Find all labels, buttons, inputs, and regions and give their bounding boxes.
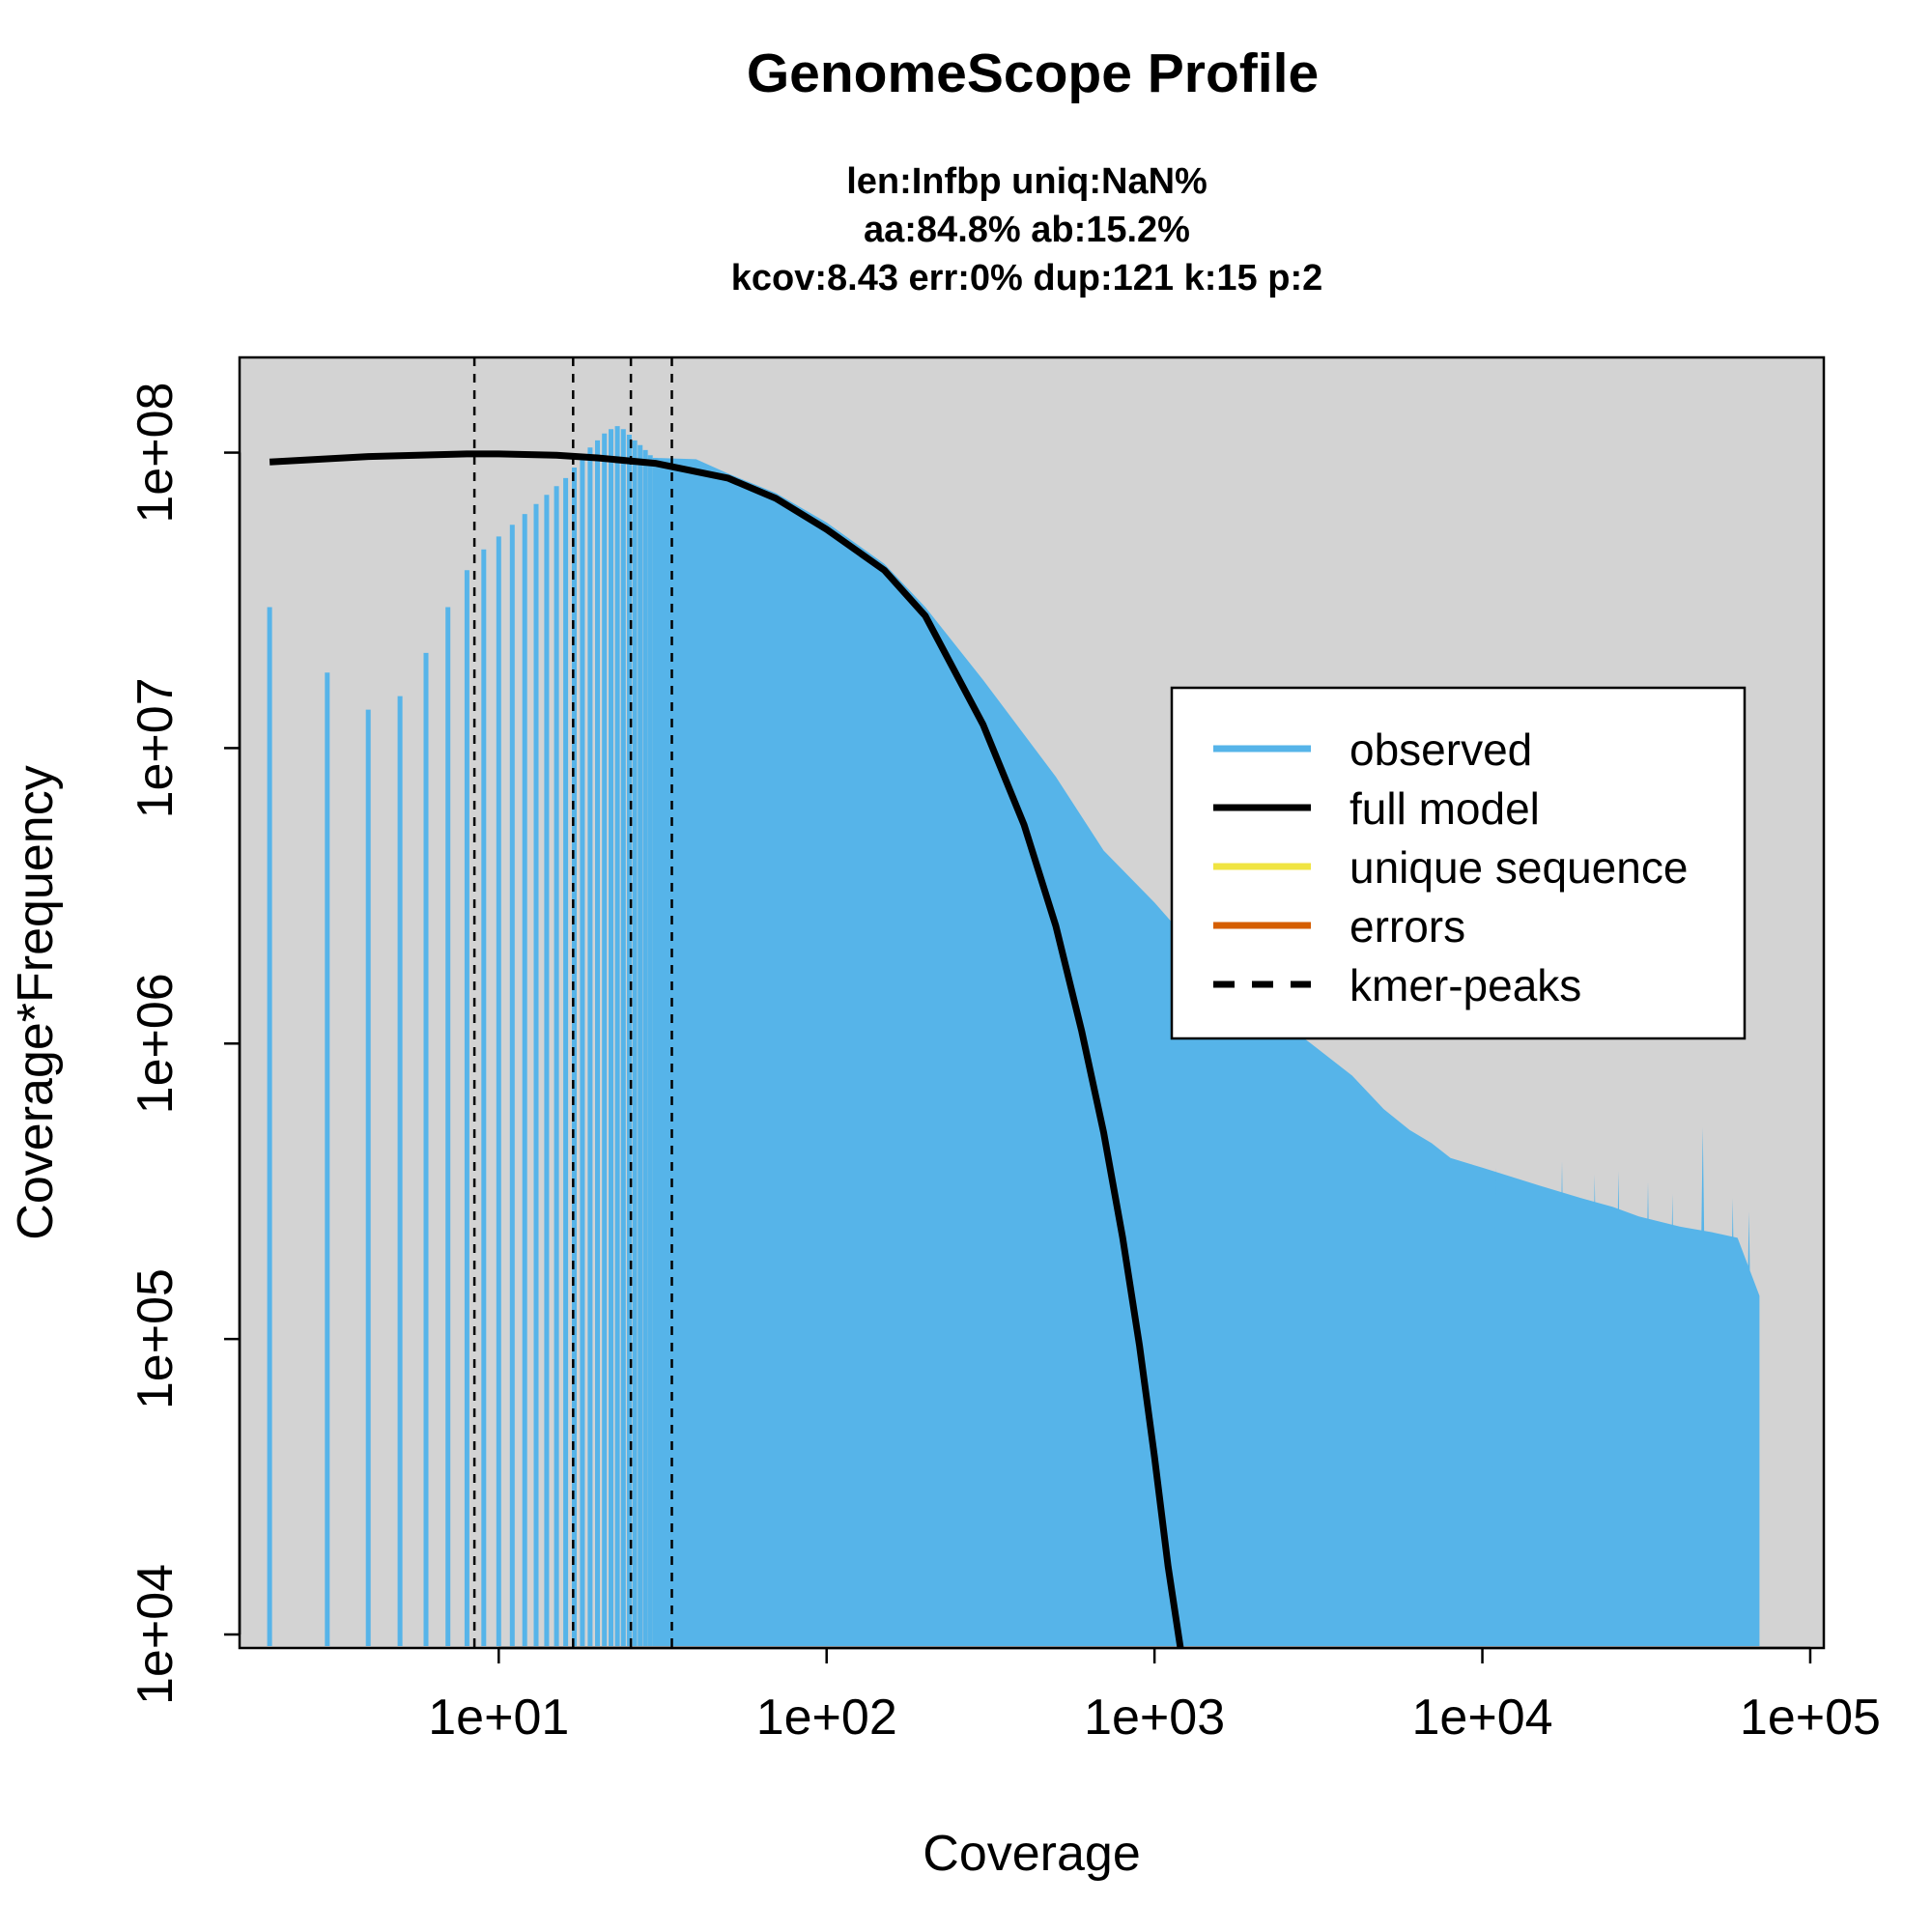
legend-label-kmer-peaks: kmer-peaks [1350,960,1581,1010]
observed-spike [1489,1167,1503,1646]
x-tick-label: 1e+02 [756,1690,897,1746]
x-axis: 1e+01 1e+02 1e+03 1e+04 1e+05 [428,1646,1881,1746]
full-model-line [269,450,1184,1649]
observed-spike [1742,1211,1756,1646]
observed-spikes [1489,1127,1756,1646]
x-tick-label: 1e+04 [1412,1690,1553,1746]
observed-spike [1611,1171,1626,1646]
observed-spike [1555,1161,1569,1646]
y-tick-label: 1e+08 [128,383,184,524]
x-tick-label: 1e+05 [1740,1690,1881,1746]
y-axis-title: Coverage*Frequency [8,765,64,1239]
y-tick-label: 1e+07 [128,677,184,818]
y-axis: 1e+04 1e+05 1e+06 1e+07 1e+08 [128,383,242,1705]
observed-spike [1725,1198,1740,1646]
chart-subtitle-line-3: kcov:8.43 err:0% dup:121 k:15 p:2 [731,258,1323,298]
observed-spike [1641,1181,1655,1646]
observed-spike [1665,1193,1680,1646]
observed-spike [1695,1127,1710,1646]
x-axis-title: Coverage [923,1826,1140,1882]
chart-subtitle-line-1: len:Infbp uniq:NaN% [846,161,1208,202]
legend-label-observed: observed [1350,724,1532,775]
observed-spike [1587,1175,1602,1646]
x-tick-label: 1e+03 [1084,1690,1225,1746]
legend-label-full-model: full model [1350,783,1540,834]
legend-label-unique-sequence: unique sequence [1350,842,1688,893]
y-tick-label: 1e+04 [128,1564,184,1705]
y-tick-label: 1e+05 [128,1268,184,1409]
x-tick-label: 1e+01 [428,1690,569,1746]
chart-title: GenomeScope Profile [747,43,1319,104]
y-tick-label: 1e+06 [128,973,184,1114]
legend-label-errors: errors [1350,901,1465,952]
observed-series-area [655,458,1760,1646]
kmer-peak-lines [472,357,673,1648]
legend: observed full model unique sequence errors k… [1170,686,1747,1040]
chart-subtitle-line-2: aa:84.8% ab:15.2% [864,210,1190,250]
observed-series-bars [267,426,658,1646]
